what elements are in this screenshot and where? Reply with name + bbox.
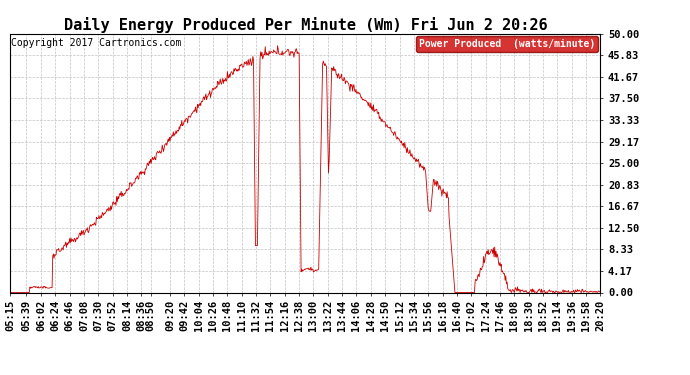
Text: Copyright 2017 Cartronics.com: Copyright 2017 Cartronics.com <box>11 38 181 48</box>
Title: Daily Energy Produced Per Minute (Wm) Fri Jun 2 20:26: Daily Energy Produced Per Minute (Wm) Fr… <box>63 16 547 33</box>
Legend: Power Produced  (watts/minute): Power Produced (watts/minute) <box>416 36 598 51</box>
